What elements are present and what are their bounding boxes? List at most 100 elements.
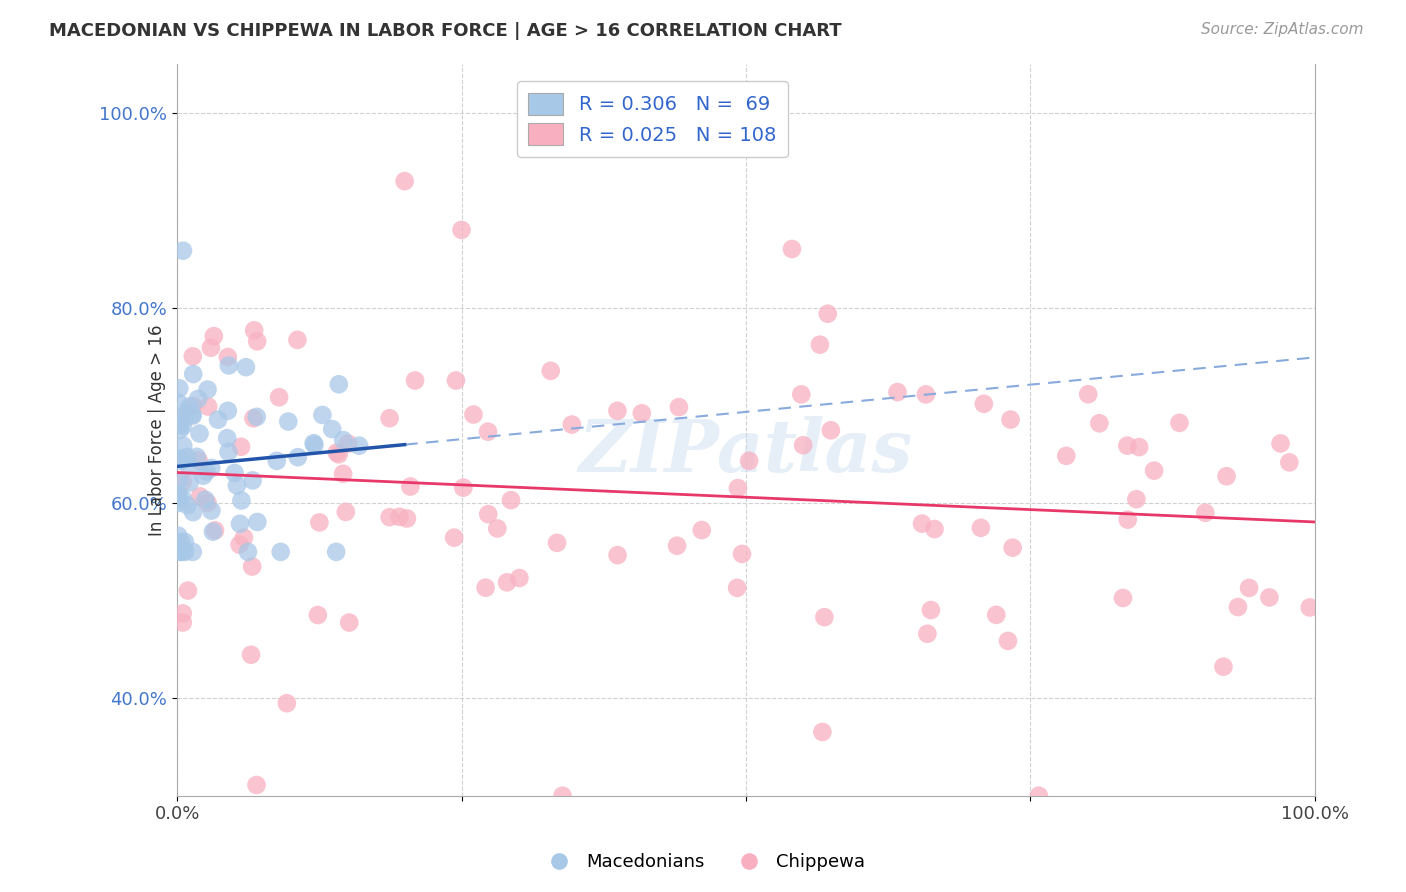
Point: [177, 583, 200, 598]
Point: [172, 491, 194, 505]
Point: [172, 543, 194, 558]
Point: [188, 489, 211, 503]
Text: Source: ZipAtlas.com: Source: ZipAtlas.com: [1201, 22, 1364, 37]
Point: [169, 451, 191, 466]
Point: [911, 516, 934, 531]
Point: [311, 408, 333, 422]
Point: [973, 397, 995, 411]
Point: [496, 575, 519, 590]
Point: [1116, 439, 1139, 453]
Point: [287, 450, 309, 465]
Point: [167, 529, 190, 543]
Point: [217, 445, 239, 459]
Point: [997, 634, 1019, 648]
Point: [172, 475, 194, 489]
Point: [172, 607, 194, 621]
Point: [170, 534, 193, 549]
Point: [179, 475, 201, 490]
Legend: R = 0.306   N =  69, R = 0.025   N = 108: R = 0.306 N = 69, R = 0.025 N = 108: [517, 81, 787, 157]
Point: [738, 454, 761, 468]
Point: [188, 426, 211, 441]
Point: [172, 410, 194, 425]
Point: [181, 505, 204, 519]
Point: [486, 521, 509, 535]
Point: [444, 374, 467, 388]
Point: [378, 411, 401, 425]
Point: [200, 461, 222, 475]
Point: [808, 337, 831, 351]
Point: [920, 603, 942, 617]
Point: [668, 400, 690, 414]
Point: [228, 538, 250, 552]
Point: [1194, 506, 1216, 520]
Point: [167, 496, 190, 510]
Point: [1270, 436, 1292, 450]
Point: [321, 422, 343, 436]
Point: [1168, 416, 1191, 430]
Point: [302, 436, 325, 450]
Point: [200, 503, 222, 517]
Point: [172, 244, 194, 258]
Point: [270, 545, 292, 559]
Point: [725, 581, 748, 595]
Point: [229, 516, 252, 531]
Point: [186, 450, 208, 464]
Point: [181, 408, 204, 422]
Point: [287, 333, 309, 347]
Point: [508, 571, 530, 585]
Point: [546, 536, 568, 550]
Point: [886, 385, 908, 400]
Point: [197, 400, 219, 414]
Point: [167, 489, 190, 503]
Point: [792, 438, 814, 452]
Point: [169, 454, 191, 468]
Point: [240, 648, 263, 662]
Point: [193, 468, 215, 483]
Point: [499, 493, 522, 508]
Point: [1116, 513, 1139, 527]
Point: [477, 425, 499, 439]
Point: [780, 242, 803, 256]
Y-axis label: In Labor Force | Age > 16: In Labor Force | Age > 16: [148, 324, 166, 536]
Point: [187, 392, 209, 406]
Legend: Macedonians, Chippewa: Macedonians, Chippewa: [533, 847, 873, 879]
Point: [231, 493, 253, 508]
Text: ZIPatlas: ZIPatlas: [579, 417, 912, 487]
Point: [177, 458, 200, 473]
Point: [225, 478, 247, 492]
Point: [1226, 600, 1249, 615]
Point: [201, 524, 224, 539]
Point: [176, 450, 198, 464]
Point: [173, 534, 195, 549]
Point: [986, 607, 1008, 622]
Point: [1237, 581, 1260, 595]
Point: [266, 454, 288, 468]
Point: [217, 403, 239, 417]
Text: MACEDONIAN VS CHIPPEWA IN LABOR FORCE | AGE > 16 CORRELATION CHART: MACEDONIAN VS CHIPPEWA IN LABOR FORCE | …: [49, 22, 842, 40]
Point: [395, 511, 418, 525]
Point: [217, 431, 239, 445]
Point: [195, 465, 218, 479]
Point: [169, 417, 191, 432]
Point: [246, 409, 269, 424]
Point: [378, 510, 401, 524]
Point: [561, 417, 583, 432]
Point: [347, 439, 370, 453]
Point: [917, 626, 939, 640]
Point: [332, 467, 354, 481]
Point: [170, 545, 193, 559]
Point: [240, 559, 263, 574]
Point: [731, 547, 754, 561]
Point: [1143, 464, 1166, 478]
Point: [337, 436, 360, 450]
Point: [204, 524, 226, 538]
Point: [232, 531, 254, 545]
Point: [202, 329, 225, 343]
Point: [243, 323, 266, 337]
Point: [172, 439, 194, 453]
Point: [337, 615, 360, 630]
Point: [790, 387, 813, 401]
Point: [1077, 387, 1099, 401]
Point: [399, 479, 422, 493]
Point: [450, 223, 472, 237]
